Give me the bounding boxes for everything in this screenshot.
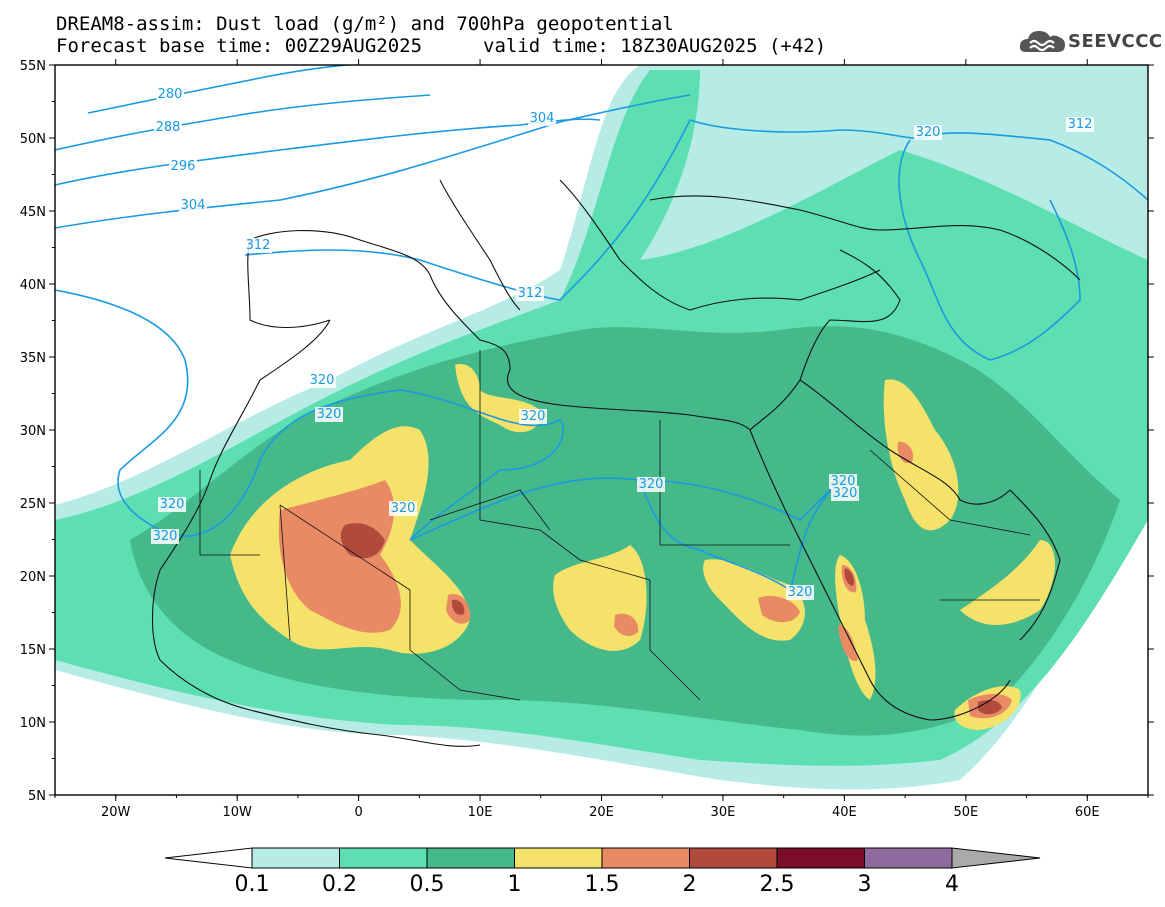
colorbar <box>164 847 1041 869</box>
lon-tick-label: 10W <box>222 805 252 820</box>
axis-ticks <box>49 59 1154 801</box>
lat-tick-label: 20N <box>20 570 46 585</box>
contour-label-bg <box>1066 117 1094 132</box>
contour-label-bg <box>914 125 942 140</box>
base-time: Forecast base time: 00Z29AUG2025 <box>56 35 423 57</box>
colorbar-label: 4 <box>945 872 959 897</box>
contour-label-bg <box>637 477 665 492</box>
colorbar-segment <box>601 847 690 869</box>
dust-band-1.5 <box>278 441 1012 719</box>
lat-tick-label: 15N <box>20 643 46 658</box>
contour-label-bg <box>315 407 343 422</box>
lat-tick-label: 5N <box>28 789 46 804</box>
colorbar-left-arrow <box>164 847 253 869</box>
contour-label-bg <box>831 486 859 501</box>
contour-label-bg <box>519 409 547 424</box>
lat-tick-label: 45N <box>20 205 46 220</box>
contour-label-bg <box>244 238 272 253</box>
contour-label-bg <box>179 198 207 213</box>
colorbar-label: 0.5 <box>409 872 445 897</box>
contour-label: 312 <box>1068 117 1093 132</box>
colorbar-label: 0.1 <box>234 872 270 897</box>
contour-label: 320 <box>639 477 664 492</box>
contour-label-bg <box>156 87 184 102</box>
colorbar-segment <box>864 847 953 869</box>
contour-label: 320 <box>788 585 813 600</box>
contour-label: 320 <box>160 497 185 512</box>
lon-tick-label: 50E <box>953 805 978 820</box>
lat-tick-label: 35N <box>20 351 46 366</box>
lon-tick-label: 30E <box>711 805 736 820</box>
colorbar-label: 0.2 <box>322 872 357 897</box>
contour-label: 320 <box>521 409 546 424</box>
colorbar-segment <box>514 847 603 869</box>
contour-label-bg <box>158 497 186 512</box>
colorbar-label: 2.5 <box>759 872 795 897</box>
contour-label-bg <box>308 373 336 388</box>
contour-label: 304 <box>530 111 555 126</box>
contour-label: 320 <box>391 501 416 516</box>
lat-tick-label: 50N <box>20 132 46 147</box>
colorbar-label: 2 <box>682 872 697 897</box>
country-borders <box>199 350 1040 701</box>
logo-text: SEEVCCC <box>1068 31 1163 52</box>
lon-tick-label: 20E <box>589 805 614 820</box>
contour-label: 320 <box>833 486 858 501</box>
lon-tick-label: 0 <box>354 805 362 820</box>
geopotential-contours <box>55 65 1148 592</box>
contour-label-bg <box>528 111 556 126</box>
contour-label: 288 <box>156 120 181 135</box>
contour-label: 320 <box>153 529 178 544</box>
lon-tick-label: 60E <box>1075 805 1100 820</box>
contour-label-bg <box>169 159 197 174</box>
contour-label: 320 <box>916 125 941 140</box>
colorbar-segment <box>251 847 340 869</box>
colorbar-label: 3 <box>857 872 872 897</box>
contour-label-bg <box>516 286 544 301</box>
contour-label-bg <box>389 501 417 516</box>
lat-tick-label: 30N <box>20 424 46 439</box>
colorbar-right-arrow <box>951 847 1041 869</box>
colorbar-segment <box>339 847 428 869</box>
coastlines <box>151 179 1081 747</box>
lat-tick-label: 55N <box>20 59 46 74</box>
lat-tick-label: 10N <box>20 716 46 731</box>
map-subtitle: Forecast base time: 00Z29AUG2025 valid ti… <box>56 35 826 57</box>
colorbar-segment <box>689 847 778 869</box>
colorbar-label: 1.5 <box>584 872 620 897</box>
map-title: DREAM8-assim: Dust load (g/m²) and 700hP… <box>56 13 674 35</box>
lon-tick-label: 40E <box>832 805 857 820</box>
contour-label-bg <box>151 529 179 544</box>
lon-tick-label: 20W <box>101 805 131 820</box>
colorbar-label: 1 <box>507 872 522 897</box>
lat-tick-label: 40N <box>20 278 46 293</box>
contour-label-bg <box>154 120 182 135</box>
contour-label-bg <box>786 585 814 600</box>
contour-label-bg <box>829 474 857 489</box>
colorbar-segment <box>426 847 515 869</box>
contour-label: 280 <box>158 87 183 102</box>
lon-tick-label: 10E <box>468 805 493 820</box>
contour-label: 320 <box>310 373 335 388</box>
contour-label: 312 <box>246 238 271 253</box>
valid-time: valid time: 18Z30AUG2025 (+42) <box>483 35 827 57</box>
contour-label: 320 <box>317 407 342 422</box>
contour-label: 320 <box>831 474 856 489</box>
contour-label: 312 <box>518 286 543 301</box>
axis-tick-labels: 55N 50N 45N 40N 35N 30N 25N 20N 15N 10N 5N 20W 10W 0 1… <box>20 59 1100 820</box>
colorbar-segment <box>776 847 865 869</box>
contour-label: 296 <box>171 159 196 174</box>
lat-tick-label: 25N <box>20 497 46 512</box>
cloud-logo-icon <box>1019 31 1065 52</box>
contour-label: 304 <box>181 198 206 213</box>
